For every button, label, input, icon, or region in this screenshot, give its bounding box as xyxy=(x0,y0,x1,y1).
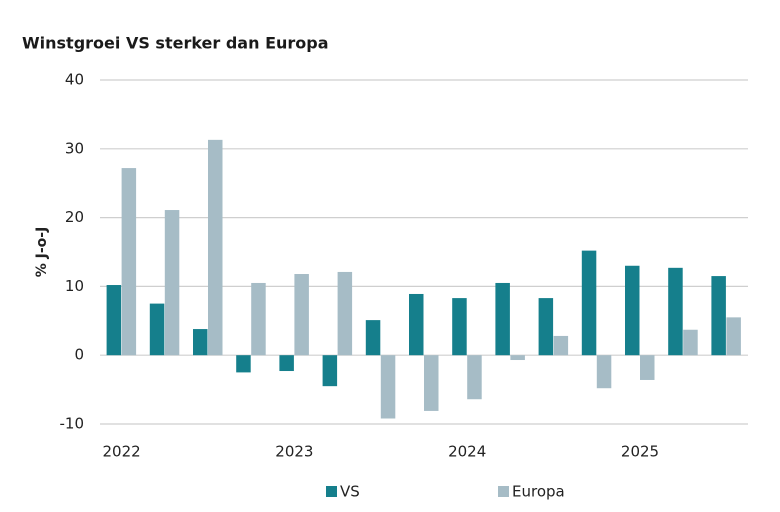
bar xyxy=(322,355,338,387)
bar xyxy=(294,274,309,356)
bar xyxy=(538,298,554,356)
bar xyxy=(149,303,165,356)
bar xyxy=(683,329,698,356)
y-tick-label: 0 xyxy=(74,346,84,364)
bar xyxy=(380,355,396,419)
bar xyxy=(581,250,597,356)
legend-label: Europa xyxy=(512,483,565,501)
bar xyxy=(668,267,683,356)
bar xyxy=(424,355,439,411)
y-axis-label: % J-o-J xyxy=(34,227,50,278)
x-tick-label: 2022 xyxy=(103,443,141,461)
bar xyxy=(596,355,612,389)
bar xyxy=(640,355,655,380)
x-tick-label: 2023 xyxy=(275,443,313,461)
x-tick-label: 2025 xyxy=(621,443,659,461)
bar xyxy=(236,355,251,373)
bar xyxy=(726,317,741,356)
legend-swatch xyxy=(498,486,509,497)
bar xyxy=(193,329,208,356)
y-tick-label: 20 xyxy=(65,208,84,226)
bar xyxy=(409,293,424,356)
legend-label: VS xyxy=(340,483,360,501)
bar xyxy=(164,210,180,356)
bar xyxy=(452,298,467,356)
bar xyxy=(625,265,640,356)
x-tick-label: 2024 xyxy=(448,443,486,461)
y-tick-label: 30 xyxy=(65,139,84,157)
bar xyxy=(279,355,294,372)
bar xyxy=(121,168,137,356)
y-tick-label: 10 xyxy=(65,277,84,295)
legend-swatch xyxy=(326,486,337,497)
bar xyxy=(365,320,381,356)
chart-title: Winstgroei VS sterker dan Europa xyxy=(22,34,329,53)
bar xyxy=(553,335,569,356)
bar xyxy=(337,271,353,356)
bar xyxy=(495,282,510,356)
bar xyxy=(467,355,482,400)
bar xyxy=(106,285,122,356)
bar xyxy=(251,282,266,356)
y-tick-label: -10 xyxy=(60,415,85,433)
bar xyxy=(711,276,726,356)
bar xyxy=(208,139,223,356)
bar xyxy=(510,355,525,361)
y-tick-label: 40 xyxy=(65,71,84,89)
